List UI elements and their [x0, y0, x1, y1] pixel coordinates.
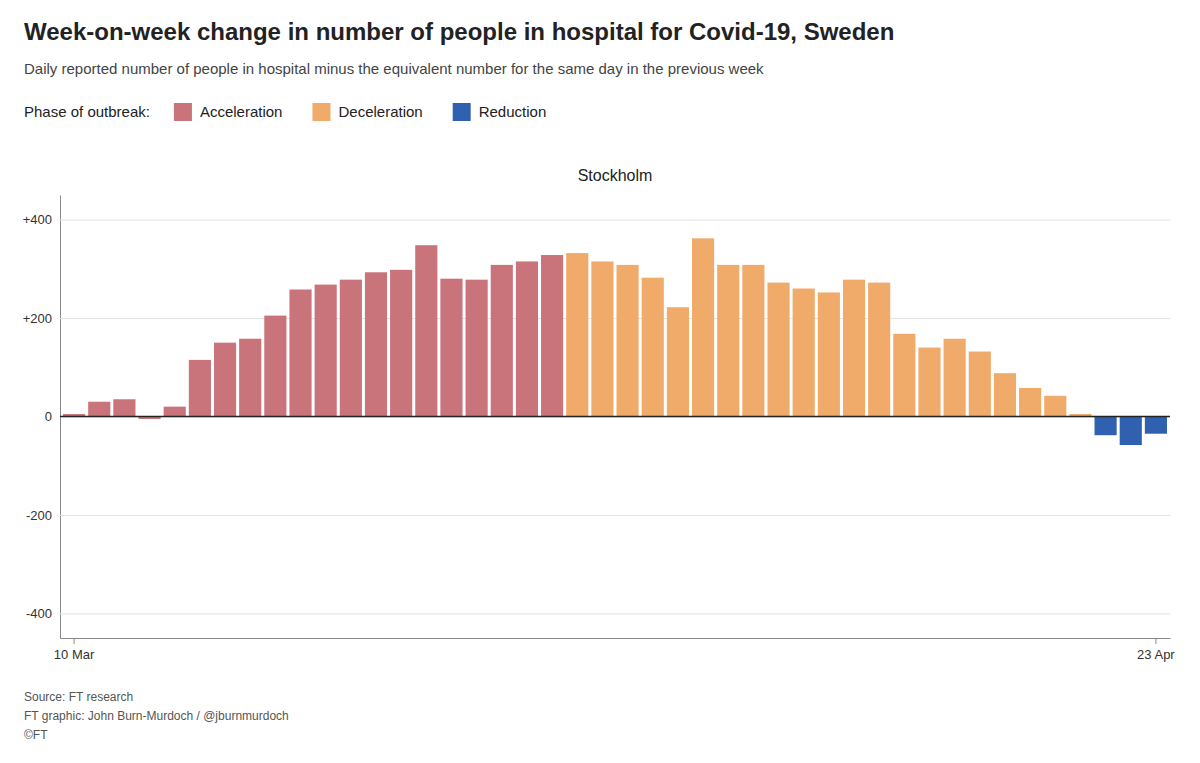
bar	[239, 339, 261, 417]
bar	[491, 265, 513, 417]
bar	[415, 245, 437, 416]
legend-label: Deceleration	[338, 103, 422, 120]
grid-line	[60, 515, 1170, 516]
bar	[365, 272, 387, 416]
bar	[264, 316, 286, 417]
bar	[390, 270, 412, 417]
bar	[1019, 388, 1041, 417]
bar	[994, 373, 1016, 416]
chart-svg: Week-on-week change in number of people …	[0, 0, 1200, 763]
bar	[893, 334, 915, 417]
bar	[1120, 417, 1142, 446]
y-tick-label: -200	[26, 508, 52, 523]
y-axis: -400 -200 0 +200 +400	[23, 196, 1170, 639]
bar	[591, 261, 613, 416]
bar	[642, 278, 664, 417]
bar	[315, 285, 337, 417]
legend-swatch	[312, 103, 330, 121]
legend-label: Acceleration	[200, 103, 283, 120]
bar	[717, 265, 739, 417]
legend-swatch	[453, 103, 471, 121]
y-tick: -400	[26, 606, 1170, 621]
legend: Phase of outbreak: Acceleration Decelerati…	[24, 103, 546, 121]
title: Week-on-week change in number of people …	[24, 18, 894, 45]
x-axis: 10 Mar 23 Apr	[54, 638, 1176, 662]
bar	[466, 280, 488, 417]
bar	[164, 407, 186, 417]
legend-item: Acceleration	[174, 103, 283, 121]
panel-title: Stockholm	[578, 167, 653, 184]
legend-title: Phase of outbreak:	[24, 103, 150, 120]
x-axis-line	[61, 638, 1171, 639]
bar	[189, 360, 211, 417]
bar	[843, 280, 865, 417]
bar	[541, 255, 563, 416]
bar	[918, 348, 940, 417]
plot: Stockholm -400 -200 0 +200 +400 10 Mar 23 Apr	[23, 167, 1176, 662]
subtitle: Daily reported number of people in hospi…	[24, 60, 764, 77]
zero-line	[60, 416, 1170, 418]
legend-label: Reduction	[479, 103, 547, 120]
x-tick: 10 Mar	[54, 638, 95, 662]
tick-mark	[74, 638, 75, 644]
bar	[692, 238, 714, 416]
annotations: Source: FT research FT graphic: John Burn…	[24, 690, 289, 742]
bar	[340, 280, 362, 417]
bar	[944, 339, 966, 417]
legend-item: Reduction	[453, 103, 547, 121]
source-line: FT graphic: John Burn-Murdoch / @jburnmu…	[24, 709, 289, 723]
bar	[566, 253, 588, 416]
bar	[516, 261, 538, 416]
legend-item: Deceleration	[312, 103, 422, 121]
x-tick-label: 10 Mar	[54, 647, 95, 662]
y-tick-label: +400	[23, 212, 52, 227]
x-tick-label: 23 Apr	[1137, 647, 1175, 662]
source-line: Source: FT research	[24, 690, 133, 704]
bar	[667, 307, 689, 416]
bar	[1095, 417, 1117, 436]
bar	[818, 292, 840, 416]
grid-line	[60, 318, 1170, 319]
bar	[214, 343, 236, 417]
y-tick-label: -400	[26, 606, 52, 621]
bars	[63, 238, 1167, 445]
legend-swatch	[174, 103, 192, 121]
y-tick: +400	[23, 212, 1170, 227]
tick-mark	[1155, 638, 1156, 644]
bar	[1145, 417, 1167, 434]
bar	[767, 283, 789, 417]
bar	[969, 352, 991, 417]
grid-line	[60, 417, 1170, 418]
grid-line	[60, 613, 1170, 614]
y-tick-label: 0	[45, 409, 52, 424]
bar	[868, 283, 890, 417]
bar	[440, 279, 462, 417]
bar	[793, 289, 815, 417]
bar	[1044, 396, 1066, 417]
bar	[617, 265, 639, 417]
grid-line	[60, 220, 1170, 221]
bar	[742, 265, 764, 417]
source-line: ©FT	[24, 728, 48, 742]
x-tick: 23 Apr	[1137, 638, 1175, 662]
y-tick-label: +200	[23, 311, 52, 326]
bar	[113, 399, 135, 416]
bar	[289, 290, 311, 417]
bar	[88, 402, 110, 417]
y-tick: -200	[26, 508, 1170, 523]
